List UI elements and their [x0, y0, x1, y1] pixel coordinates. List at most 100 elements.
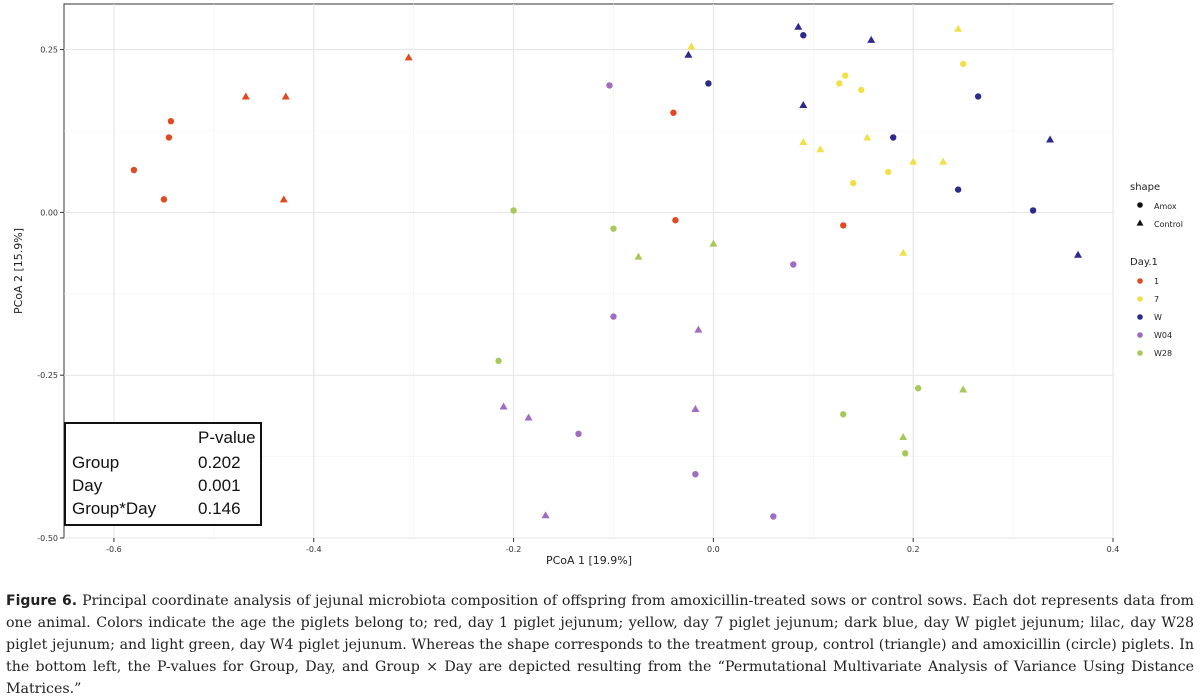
legend-day-label: 7: [1154, 295, 1159, 304]
data-point-7-amox: [858, 86, 865, 94]
data-point-w04-control: [541, 511, 550, 519]
data-point-1-amox: [670, 109, 677, 116]
data-point-w04-control: [691, 405, 700, 413]
figure-caption: Figure 6. Principal coordinate analysis …: [6, 590, 1194, 700]
legend-day-title: Day.1: [1130, 257, 1158, 268]
data-point-1-amox: [672, 217, 679, 224]
data-point-1-amox: [167, 118, 175, 125]
data-point-w-control: [794, 22, 803, 30]
data-point-w28-amox: [914, 385, 922, 392]
data-point-w-control: [799, 100, 808, 108]
pvalue-row-label: Day: [72, 476, 103, 495]
data-point-w04-amox: [610, 313, 617, 320]
y-tick-label: 0.00: [40, 208, 58, 217]
data-point-w04-control: [694, 325, 703, 333]
data-point-w04-amox: [692, 470, 699, 478]
x-tick-label: 0.4: [1107, 545, 1120, 554]
data-point-w-amox: [974, 93, 982, 100]
data-point-w-amox: [800, 32, 807, 39]
x-tick-label: -0.4: [306, 545, 322, 554]
data-point-w-amox: [954, 186, 962, 193]
data-point-w28-amox: [495, 357, 502, 365]
data-point-w04-control: [524, 413, 533, 421]
data-point-w28-control: [899, 433, 908, 441]
data-point-7-control: [954, 24, 963, 32]
data-point-w28-amox: [840, 411, 847, 418]
data-point-w28-control: [634, 252, 643, 260]
data-point-7-control: [939, 157, 948, 165]
legend: shape Amox Control Day.1 1 7 W W04 W28: [1130, 182, 1183, 358]
data-point-7-control: [687, 42, 696, 50]
data-point-w-control: [684, 50, 693, 58]
data-point-w-control: [867, 35, 876, 43]
legend-shape-control-icon: [1136, 219, 1144, 226]
legend-day-7-icon: [1137, 296, 1143, 302]
pvalue-row-value: 0.001: [198, 476, 241, 495]
legend-day-w-icon: [1137, 314, 1143, 320]
y-tick-label: -0.50: [37, 534, 58, 543]
data-point-7-amox: [842, 72, 849, 79]
data-point-w04-amox: [790, 261, 797, 268]
pvalue-row-value: 0.146: [198, 499, 241, 518]
legend-day-label: W04: [1154, 331, 1172, 340]
x-axis-label: PCoA 1 [19.9%]: [546, 554, 632, 567]
y-axis-label: PCoA 2 [15.9%]: [12, 228, 25, 314]
legend-day-w04-icon: [1137, 332, 1143, 338]
data-point-1-amox: [160, 196, 168, 203]
legend-day-w28-icon: [1137, 350, 1143, 356]
figure: -0.6 -0.4 -0.2 0.0 0.2 0.4 -0.50 -0.25 0.00 0.25 …: [6, 3, 1194, 697]
data-point-w-control: [1074, 250, 1083, 258]
data-point-1-amox: [840, 222, 847, 229]
pvalue-row-label: Group: [72, 453, 120, 472]
x-tick-label: 0.2: [907, 545, 920, 554]
legend-shape-label: Control: [1154, 220, 1183, 229]
pvalue-row-group-day: Group*Day 0.146: [72, 499, 260, 521]
data-points: [130, 22, 1083, 520]
data-point-7-amox: [850, 179, 857, 187]
data-point-w04-amox: [575, 430, 582, 438]
data-point-w04-amox: [606, 82, 613, 89]
data-point-w28-control: [709, 239, 718, 247]
data-point-1-amox: [130, 166, 138, 174]
legend-day-label: 1: [1154, 277, 1159, 286]
data-point-7-control: [799, 138, 808, 146]
legend-day-1-icon: [1137, 278, 1143, 284]
data-point-7-amox: [959, 60, 967, 68]
data-point-1-control: [281, 92, 290, 100]
data-point-w04-control: [499, 402, 508, 410]
legend-day-label: W28: [1154, 349, 1172, 358]
data-point-7-control: [899, 248, 908, 256]
data-point-w28-amox: [901, 450, 909, 457]
data-point-1-control: [241, 92, 250, 100]
data-point-w28-amox: [510, 207, 517, 214]
pvalue-row-group: Group 0.202: [72, 453, 260, 475]
data-point-w04-amox: [770, 513, 777, 520]
data-point-7-control: [816, 145, 825, 153]
data-point-7-amox: [885, 168, 892, 176]
y-tick-label: -0.25: [37, 371, 58, 380]
pvalue-header: P-value: [198, 428, 256, 447]
legend-day-label: W: [1154, 313, 1162, 322]
pvalue-table: P-value Group 0.202 Day 0.001 Group*Day …: [64, 422, 262, 526]
x-tick-label: -0.2: [506, 545, 522, 554]
axis-ticks: -0.6 -0.4 -0.2 0.0 0.2 0.4 -0.50 -0.25 0.00 0.25: [37, 46, 1119, 554]
y-tick-label: 0.25: [40, 46, 58, 55]
data-point-w-control: [1046, 135, 1055, 143]
data-point-7-control: [863, 133, 872, 141]
data-point-w-amox: [890, 134, 897, 141]
data-point-w28-amox: [610, 225, 617, 232]
x-tick-label: -0.6: [106, 545, 122, 554]
data-point-1-control: [404, 53, 413, 61]
data-point-w-amox: [705, 80, 712, 87]
data-point-1-control: [279, 195, 288, 203]
pvalue-row-day: Day 0.001: [72, 476, 260, 498]
legend-shape-amox-icon: [1137, 202, 1143, 208]
data-point-7-control: [909, 157, 918, 165]
x-tick-label: 0.0: [707, 545, 720, 554]
caption-text: Principal coordinate analysis of jejunal…: [6, 593, 1195, 697]
data-point-w-amox: [1029, 207, 1037, 214]
caption-label: Figure 6.: [6, 593, 78, 609]
pvalue-row-value: 0.202: [198, 453, 241, 472]
legend-shape-title: shape: [1130, 182, 1160, 193]
data-point-7-amox: [836, 80, 843, 87]
